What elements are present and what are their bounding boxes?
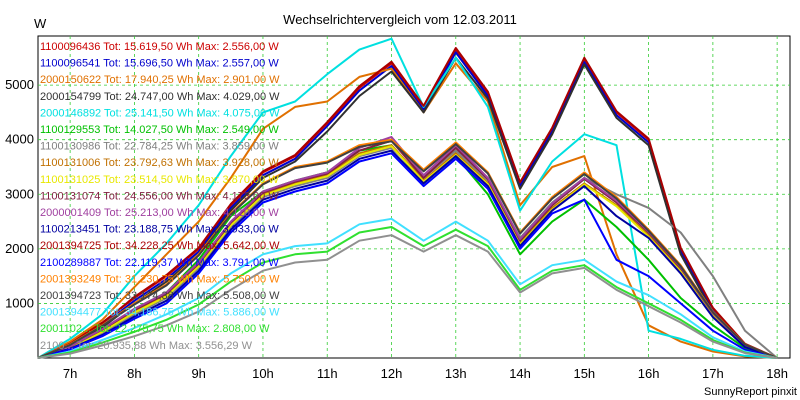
axes: 7h 8h 9h 10h 11h 12h 13h 14h 15h 16h 17h 18h 1000 200… (5, 77, 788, 381)
x-tick-label: 14h (509, 366, 531, 381)
x-tick-label: 12h (381, 366, 403, 381)
legend-entry: 1100130986 Tot: 22.784,25 Wh Max: 3.859,… (40, 141, 279, 153)
y-tick-label: 5000 (5, 77, 34, 92)
legend-entry: 1100213451 Tot: 23.188,75 Wh Max: 3.933,… (40, 224, 279, 236)
y-tick-label: 4000 (5, 132, 34, 147)
y-axis-label: W (34, 16, 47, 31)
series-line-4 (37, 56, 778, 359)
x-tick-label: 17h (702, 366, 724, 381)
legend-entry: 2001394723 Tot: 33.174,38 Wh Max: 5.508,… (40, 290, 280, 302)
x-tick-label: 10h (252, 366, 274, 381)
series-line-18 (37, 226, 778, 359)
x-tick-label: 15h (573, 366, 595, 381)
y-tick-label: 3000 (5, 186, 34, 201)
legend-entry: 2100289887 Tot: 22.119,37 Wh Max: 3.791,… (40, 257, 279, 269)
series-line-14 (37, 152, 778, 359)
legend-entry: 1100096541 Tot: 15.696,50 Wh Max: 2.557,… (40, 58, 279, 70)
series-line-16 (37, 140, 778, 359)
legend-entry: 2000146892 Tot: 25.141,50 Wh Max: 4.075,… (40, 107, 280, 119)
legend-entry: 1100096436 Tot: 15.619,50 Wh Max: 2.556,… (40, 41, 279, 53)
series-line-12 (37, 149, 778, 359)
x-tick-label: 13h (445, 366, 467, 381)
legend-entry: 2000001409 Tot: 25.213,00 Wh Max: 4.110,… (40, 207, 279, 219)
legend-entry: 2100... Tot: 20.935,88 Wh Max: 3.556,29 … (40, 340, 253, 352)
legend-entry: 1100131074 Tot: 24.556,00 Wh Max: 4.173,… (40, 190, 279, 202)
legend-entry: 2000150622 Tot: 17.940,25 Wh Max: 2.901,… (40, 74, 280, 86)
series-lines (37, 37, 778, 359)
legend-entry: 2000154799 Tot: 24.747,00 Wh Max: 4.029,… (40, 91, 280, 103)
x-tick-label: 7h (63, 366, 77, 381)
legend-entry: 2001393249 Tot: 31.230,75 Wh Max: 5.750,… (40, 273, 280, 285)
legend-entry: 2001394477 Tot: 34.186,75 Wh Max: 5.886,… (40, 307, 280, 319)
legend-entry: 1100131025 Tot: 23.514,50 Wh Max: 3.870,… (40, 174, 279, 186)
footer-credit: SunnyReport pinxit (704, 386, 797, 398)
x-tick-label: 18h (766, 366, 788, 381)
legend-entry: 1100131006 Tot: 23.792,63 Wh Max: 3.928,… (40, 157, 279, 169)
y-tick-label: 1000 (5, 295, 34, 310)
x-tick-label: 11h (317, 366, 338, 381)
series-line-17 (37, 217, 778, 359)
x-tick-label: 9h (191, 366, 205, 381)
series-line-19 (37, 234, 778, 359)
legend-entry: 2001102... Tot: 22.275,75 Wh Max: 2.808,… (40, 323, 270, 335)
chart-title: Wechselrichtervergleich vom 12.03.2011 (283, 12, 517, 27)
legend-entry: 1100129553 Tot: 14.027,50 Wh Max: 2.549,… (40, 124, 279, 136)
legend-entry: 2001394725 Tot: 34.228,25 Wh Max: 5.642,… (40, 240, 280, 252)
x-tick-label: 8h (127, 366, 141, 381)
series-line-13 (37, 47, 778, 359)
legend: 1100096436 Tot: 15.619,50 Wh Max: 2.556,… (40, 41, 280, 352)
x-tick-label: 16h (638, 366, 660, 381)
series-line-5 (37, 37, 778, 359)
y-tick-label: 2000 (5, 241, 34, 256)
